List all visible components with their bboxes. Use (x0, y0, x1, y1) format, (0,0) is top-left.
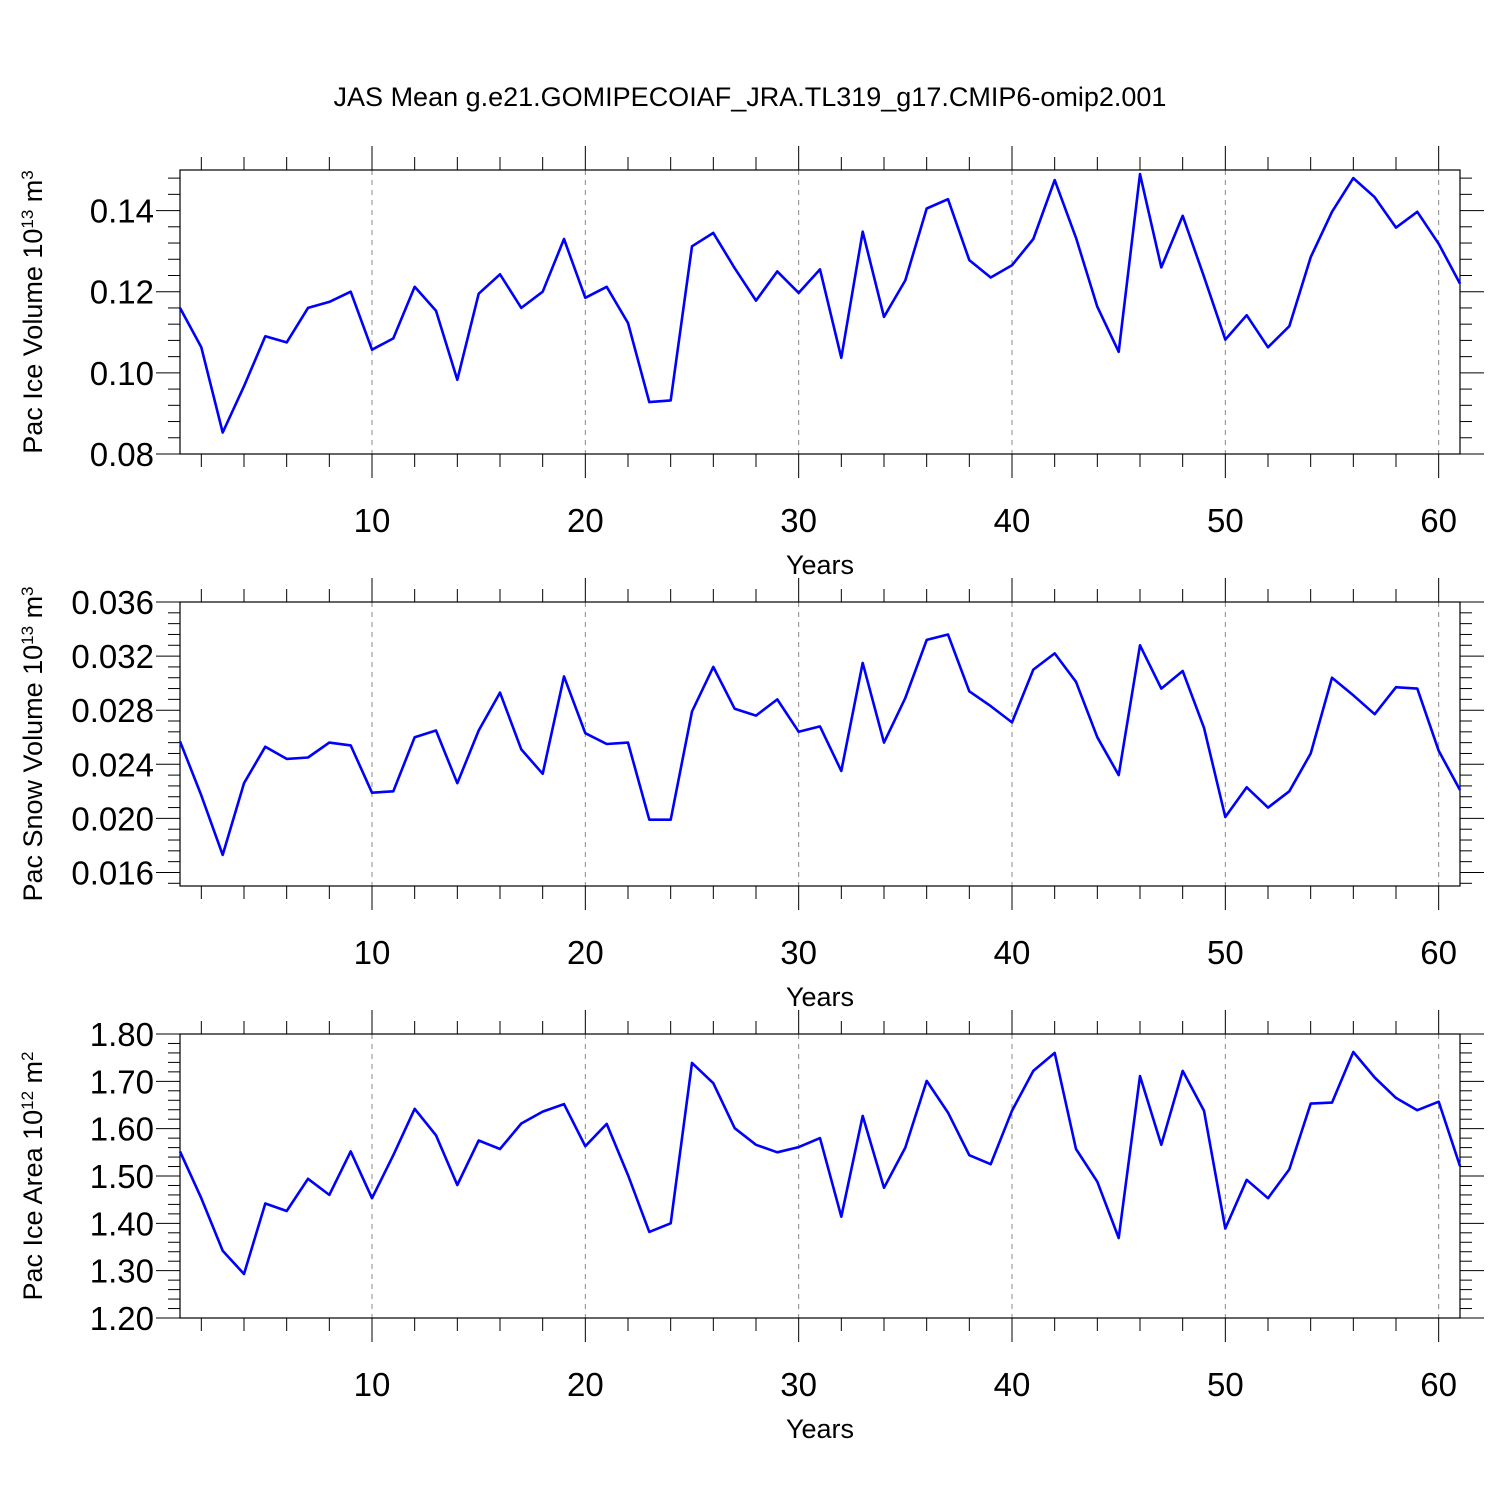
y-axis-label-part: Pac Snow Volume 10 (18, 645, 48, 902)
panels: 10 20 30 40 50 60 0.08 0.10 0.12 0.14 Years Pac Ice… (18, 146, 1484, 1444)
x-tick-label: 50 (1207, 1366, 1244, 1403)
x-tick-label: 60 (1420, 1366, 1457, 1403)
data-series-line (178, 172, 1462, 434)
y-axis-label-part: m (18, 1061, 48, 1091)
y-tick-label: 1.80 (90, 1016, 154, 1053)
x-axis-label: Years (786, 982, 854, 1012)
y-axis-label-superscript: 12 (18, 1091, 37, 1110)
y-axis-label-part: m (18, 596, 48, 626)
data-series-line (178, 1050, 1462, 1276)
x-tick-label: 30 (780, 934, 817, 971)
y-axis-label: Pac Snow Volume 1013 m3 (18, 586, 49, 901)
chart-panel-1: 10 20 30 40 50 60 0.08 0.10 0.12 0.14 Years Pac Ice… (18, 146, 1484, 580)
y-tick-label: 0.024 (71, 746, 154, 783)
y-tick-label: 1.60 (90, 1111, 154, 1148)
y-tick-label: 1.20 (90, 1300, 154, 1337)
x-axis-label: Years (786, 550, 854, 580)
y-tick-label: 0.028 (71, 692, 154, 729)
x-axis-label: Years (786, 1414, 854, 1444)
y-axis-label-superscript: 13 (18, 210, 37, 229)
x-tick-label: 40 (994, 502, 1031, 539)
chart-panel-3: 10 20 30 40 50 60 1.20 1.30 1.40 1.50 1.60 1.70 1.80… (18, 1010, 1484, 1444)
y-tick-label: 1.30 (90, 1253, 154, 1290)
y-tick-label: 0.10 (90, 355, 154, 392)
y-axis-label: Pac Ice Area 1012 m2 (18, 1051, 49, 1300)
y-axis-label-part: Pac Ice Area 10 (18, 1110, 48, 1301)
x-tick-label: 50 (1207, 502, 1244, 539)
data-series-line (178, 633, 1462, 857)
x-tick-label: 20 (567, 934, 604, 971)
x-tick-label: 10 (354, 502, 391, 539)
x-tick-label: 60 (1420, 934, 1457, 971)
y-tick-label: 1.70 (90, 1063, 154, 1100)
x-tick-label: 40 (994, 934, 1031, 971)
chart-panel-2: 10 20 30 40 50 60 0.016 0.020 0.024 0.028 0.032 0.0… (18, 578, 1484, 1012)
x-tick-label: 20 (567, 502, 604, 539)
y-tick-label: 1.50 (90, 1158, 154, 1195)
y-axis-label-superscript: 2 (18, 1051, 37, 1060)
y-tick-label: 0.14 (90, 193, 154, 230)
x-tick-label: 30 (780, 1366, 817, 1403)
x-tick-label: 50 (1207, 934, 1244, 971)
y-axis-label-superscript: 13 (18, 626, 37, 645)
x-tick-label: 20 (567, 1366, 604, 1403)
x-tick-label: 10 (354, 1366, 391, 1403)
y-tick-label: 0.032 (71, 638, 154, 675)
y-tick-label: 0.08 (90, 436, 154, 473)
y-tick-label: 0.020 (71, 800, 154, 837)
y-tick-label: 0.016 (71, 854, 154, 891)
y-axis-label-part: Pac Ice Volume 10 (18, 229, 48, 454)
y-tick-label: 0.036 (71, 584, 154, 621)
x-tick-label: 60 (1420, 502, 1457, 539)
figure-title: JAS Mean g.e21.GOMIPECOIAF_JRA.TL319_g17… (334, 82, 1167, 112)
y-axis-label: Pac Ice Volume 1013 m3 (18, 170, 49, 454)
plot-frame (179, 169, 1461, 455)
y-axis-label-superscript: 3 (18, 586, 37, 595)
y-axis-label-part: m (18, 180, 48, 210)
x-tick-label: 40 (994, 1366, 1031, 1403)
y-axis-label-superscript: 3 (18, 170, 37, 179)
x-tick-label: 10 (354, 934, 391, 971)
y-tick-label: 1.40 (90, 1205, 154, 1242)
y-tick-label: 0.12 (90, 274, 154, 311)
x-tick-label: 30 (780, 502, 817, 539)
